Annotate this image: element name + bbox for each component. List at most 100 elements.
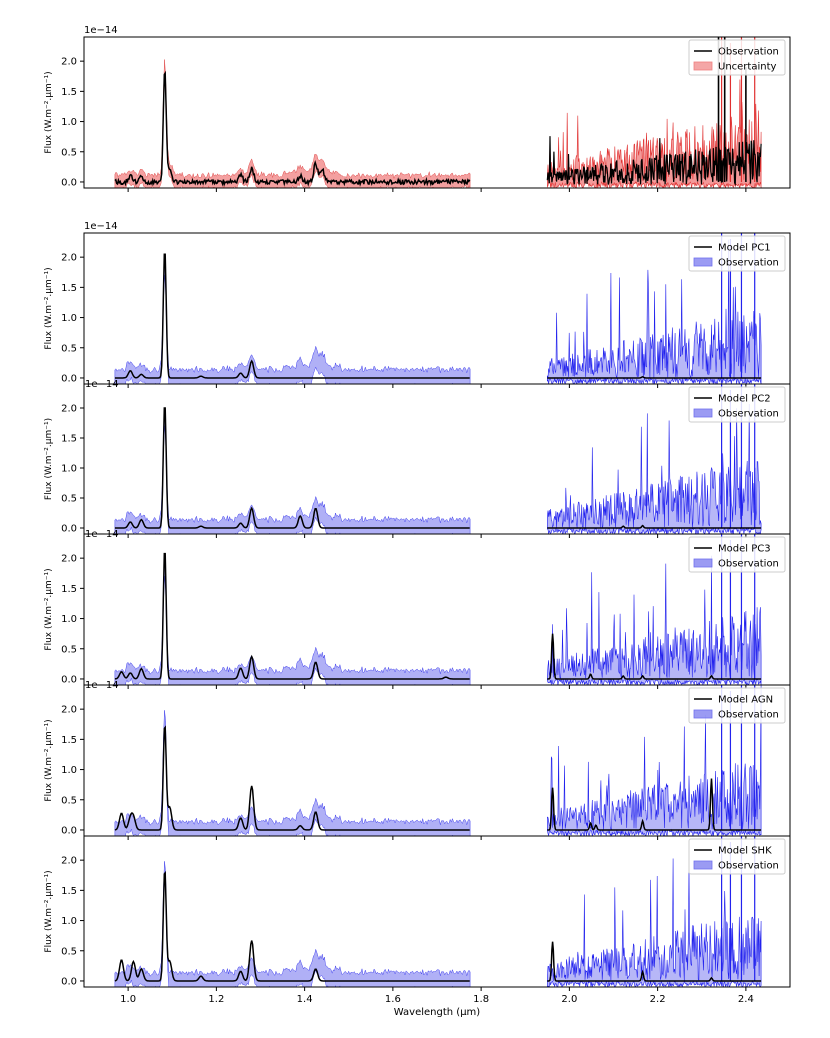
y-tick-label: 0.5 [61, 644, 77, 655]
panel-AGN: 0.0 0.5 1.0 1.5 2.0 Flux (W.m⁻².μm⁻¹) Model AG… [44, 684, 791, 840]
y-tick-label: 1.0 [61, 765, 77, 776]
y-tick-label: 0.0 [61, 976, 77, 987]
legend-band-swatch [693, 709, 713, 719]
axes-frame [83, 36, 791, 189]
x-tick-label: 1.6 [385, 994, 401, 1005]
model-line-k [547, 941, 762, 982]
y-tick-label: 2.0 [61, 705, 77, 716]
x-tick-label: 1.4 [297, 994, 313, 1005]
y-tick-label: 2.0 [61, 856, 77, 867]
legend-box [688, 536, 786, 573]
legend: Model PC2 Observation [688, 386, 786, 423]
legend-label: Model PC1 [718, 243, 771, 254]
model-line-j [114, 70, 471, 187]
plot-area [114, 37, 762, 188]
y-tick-label: 1.5 [61, 584, 77, 595]
y-tick-label: 1.0 [61, 117, 77, 128]
observation-band-k [547, 858, 762, 987]
legend: Model PC1 Observation [688, 235, 786, 272]
legend-band-swatch [693, 860, 713, 870]
x-tick-label: 2.4 [738, 994, 754, 1005]
plot-area [114, 384, 762, 534]
y-tick-label: 1.0 [61, 464, 77, 475]
y-tick-label: 0.0 [61, 524, 77, 535]
legend-box [688, 235, 786, 272]
y-tick-label: 0.0 [61, 177, 77, 188]
legend-label: Model PC3 [718, 544, 771, 555]
y-tick-label: 2.0 [61, 554, 77, 565]
y-axis-label: Flux (W.m⁻².μm⁻¹) [44, 870, 54, 952]
legend-label: Model PC2 [718, 394, 771, 405]
y-tick-label: 0.5 [61, 946, 77, 957]
legend-label: Observation [718, 409, 779, 420]
axes-frame [83, 835, 791, 988]
legend: Model PC3 Observation [688, 536, 786, 573]
x-axis-label: Wavelength (μm) [394, 1007, 481, 1018]
plot-area [114, 836, 762, 987]
legend-label: Model SHK [718, 846, 772, 857]
legend-band-swatch [693, 61, 713, 71]
legend-band-swatch [693, 558, 713, 568]
y-tick-label: 0.5 [61, 147, 77, 158]
observation-band-j [114, 861, 471, 987]
plot-area [114, 233, 762, 384]
model-line-k [547, 633, 762, 680]
observation-band-j [114, 710, 471, 836]
y-tick-label: 2.0 [61, 253, 77, 264]
x-tick-label: 1.2 [208, 994, 224, 1005]
legend-box [688, 838, 786, 875]
offset-text: 1e−14 [84, 25, 118, 36]
model-line-j [114, 552, 470, 680]
y-tick-label: 1.5 [61, 434, 77, 445]
observation-band-j [114, 59, 471, 188]
legend-label: Model AGN [718, 695, 773, 706]
y-tick-label: 1.5 [61, 87, 77, 98]
legend-label: Observation [718, 258, 779, 269]
model-line-k [546, 136, 762, 186]
observation-band-k [547, 403, 762, 534]
model-line-k [547, 376, 762, 379]
observation-band-k [547, 555, 762, 685]
legend-label: Uncertainty [718, 62, 777, 73]
x-tick-label: 1.8 [473, 994, 489, 1005]
y-axis-label: Flux (W.m⁻².μm⁻¹) [44, 71, 54, 153]
legend-box [688, 687, 786, 724]
observation-band-k [547, 685, 762, 836]
legend-label: Observation [718, 710, 779, 721]
x-tick-label: 1.0 [120, 994, 136, 1005]
model-line-j [114, 407, 470, 529]
y-tick-label: 1.0 [61, 916, 77, 927]
legend-label: Observation [718, 47, 779, 58]
legend-box [688, 39, 786, 76]
y-axis-label: Flux (W.m⁻².μm⁻¹) [44, 568, 54, 650]
panel-SHK: 0.0 0.5 1.0 1.5 2.0 1.0 1.2 1.4 1.6 1.8 2.0 2.2 2.4 W… [44, 835, 791, 1018]
y-tick-label: 0.0 [61, 373, 77, 384]
plot-area [114, 534, 762, 685]
offset-text: 1e−14 [84, 221, 118, 232]
x-tick-label: 2.2 [650, 994, 666, 1005]
legend-band-swatch [693, 408, 713, 418]
legend: Model SHK Observation [688, 838, 786, 875]
y-tick-label: 1.5 [61, 283, 77, 294]
y-tick-label: 2.0 [61, 57, 77, 68]
y-axis-label: Flux (W.m⁻².μm⁻¹) [44, 418, 54, 500]
y-tick-label: 1.0 [61, 313, 77, 324]
legend-band-swatch [693, 257, 713, 267]
y-tick-label: 0.5 [61, 494, 77, 505]
legend-label: Observation [718, 559, 779, 570]
y-tick-label: 0.5 [61, 343, 77, 354]
model-line-k [547, 524, 762, 529]
legend-box [688, 386, 786, 423]
observation-band-j [114, 559, 471, 685]
observation-band-j [114, 258, 471, 384]
legend: Observation Uncertainty [688, 39, 786, 76]
model-line-k [547, 778, 762, 831]
panel-top: 0.0 0.5 1.0 1.5 2.0 1e−14 Flux (W.m⁻².μm⁻¹) Obs… [44, 25, 791, 192]
y-tick-label: 1.5 [61, 735, 77, 746]
y-tick-label: 1.0 [61, 614, 77, 625]
model-line-j [114, 253, 470, 379]
legend-label: Observation [718, 861, 779, 872]
